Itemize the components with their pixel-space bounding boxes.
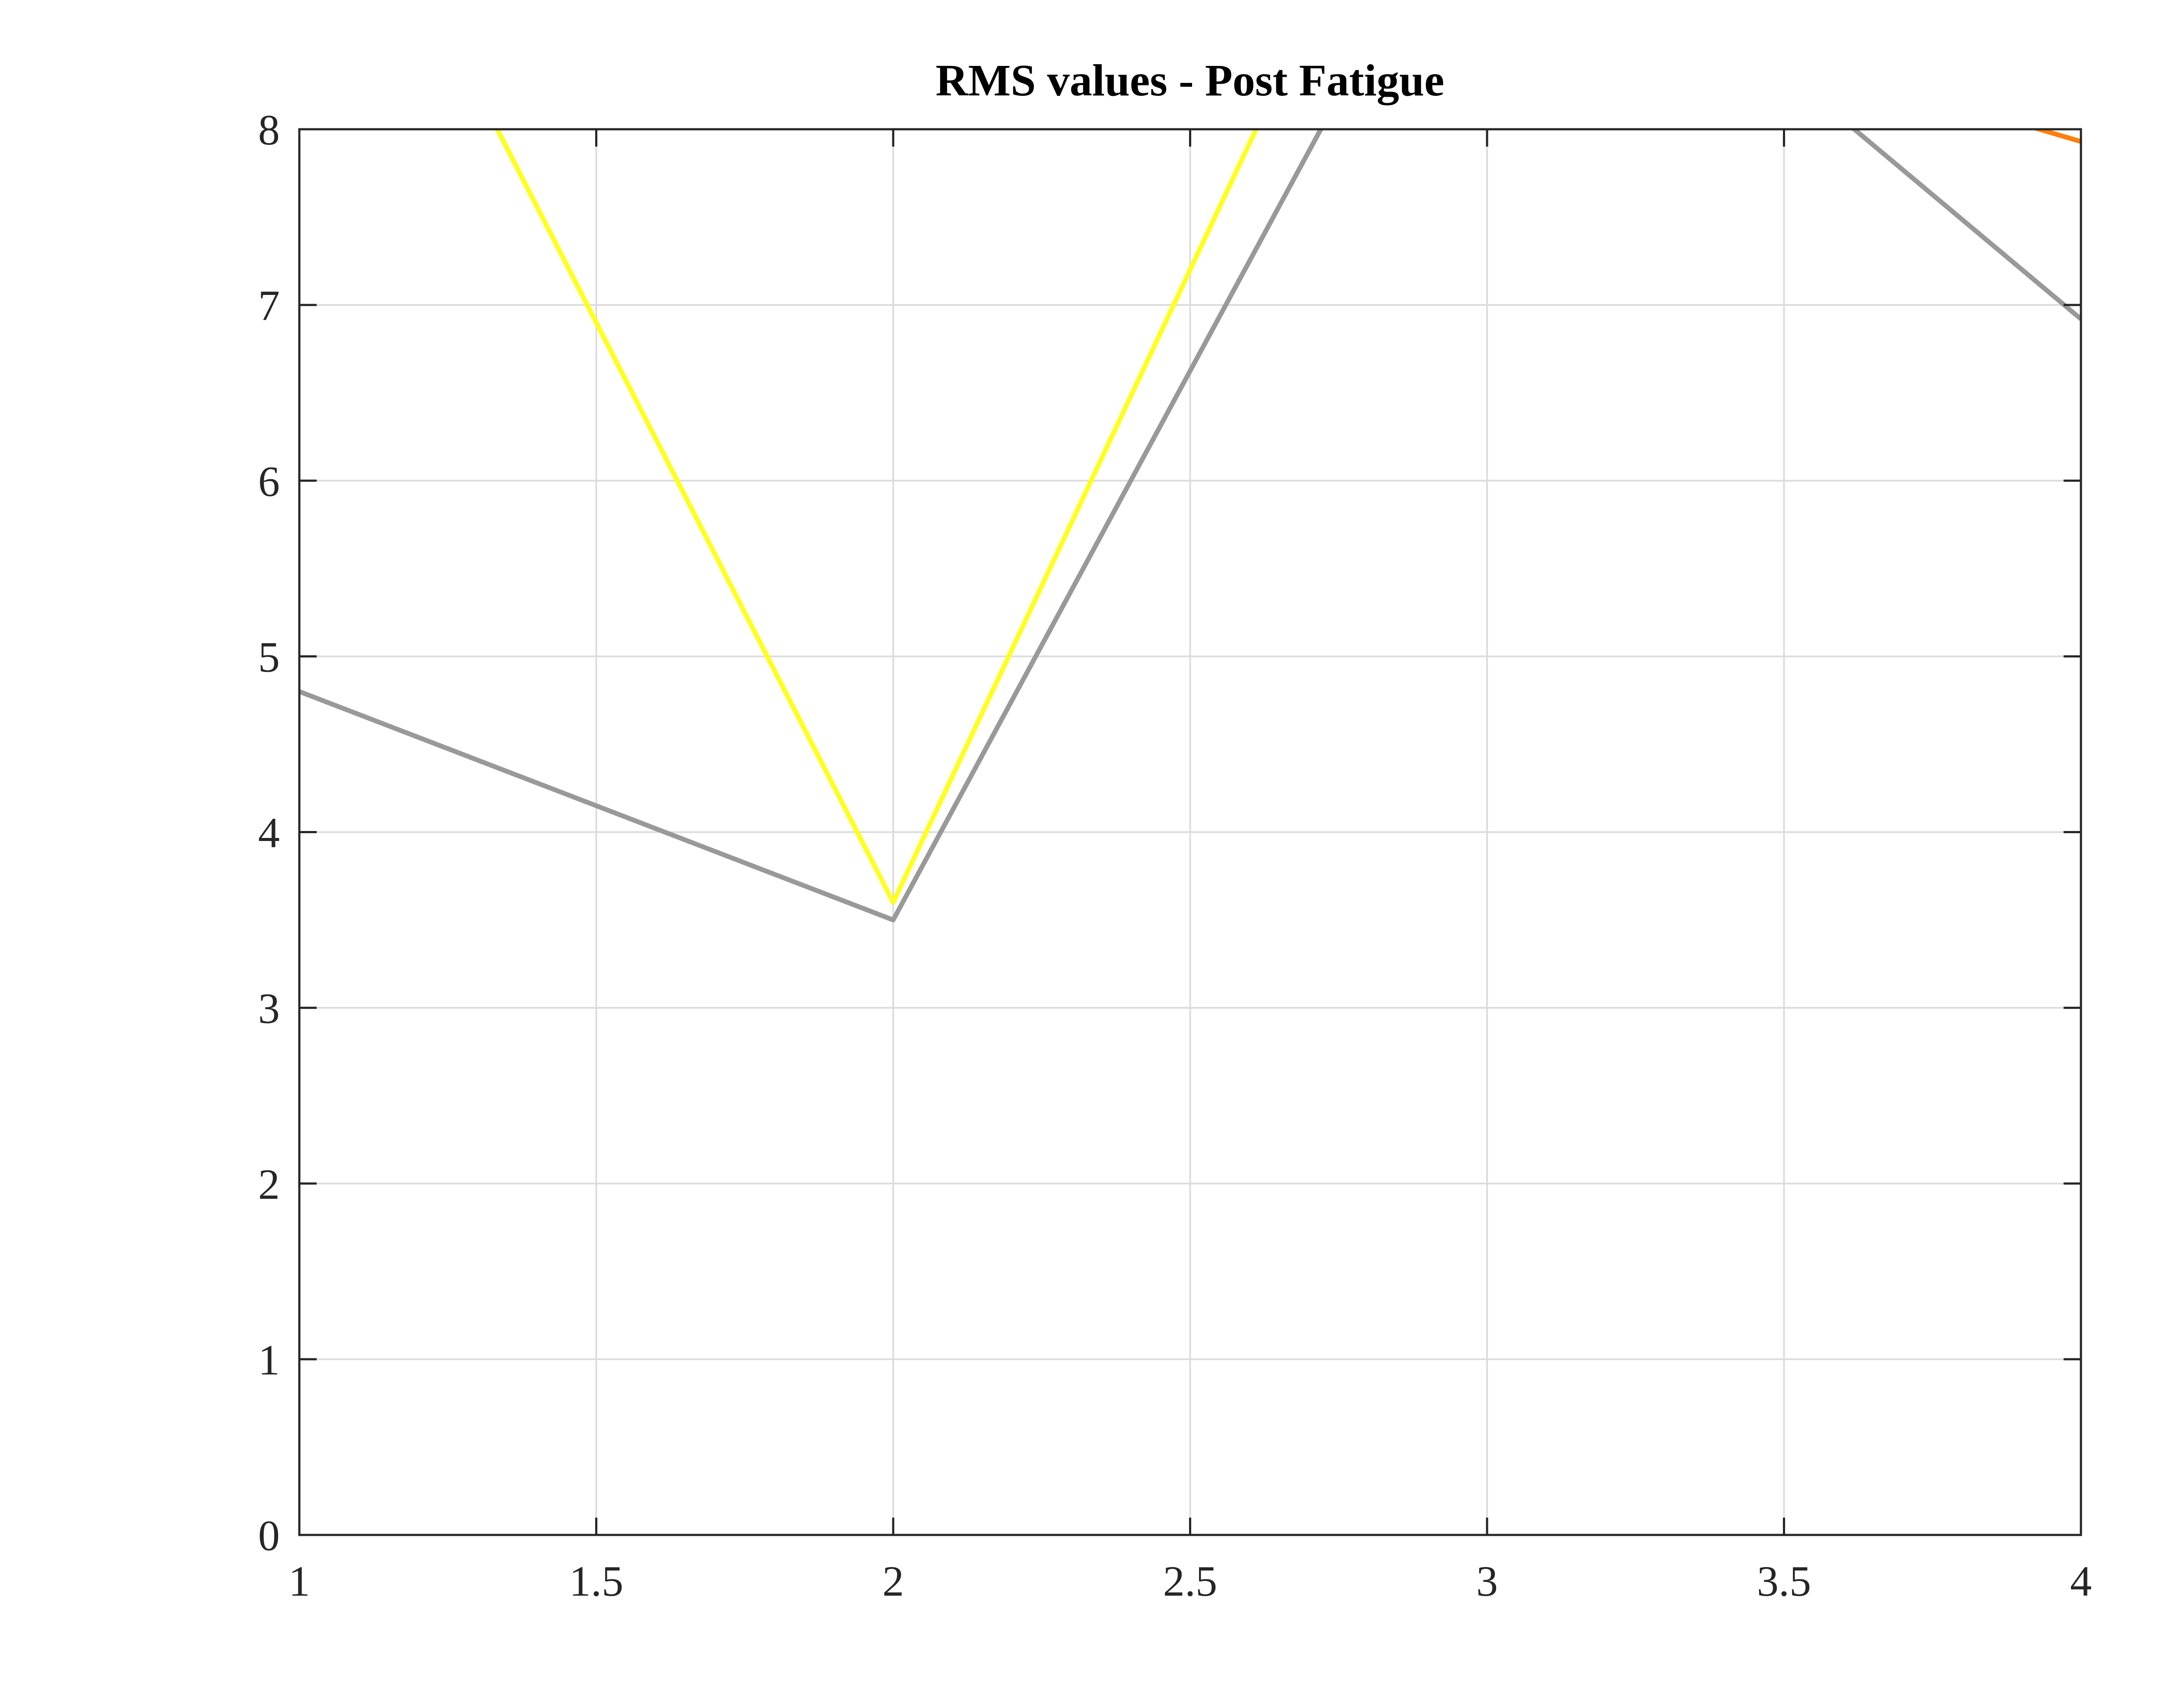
y-tick-label: 6: [258, 457, 280, 505]
y-tick-label: 4: [258, 809, 280, 857]
chart-title: RMS values - Post Fatigue: [936, 56, 1445, 105]
x-tick-label: 1.5: [569, 1557, 623, 1605]
x-tick-label: 3.5: [1757, 1557, 1811, 1605]
x-tick-label: 2.5: [1163, 1557, 1217, 1605]
line: [299, 129, 2081, 923]
x-tick-label: 2: [882, 1557, 904, 1605]
line: [495, 129, 1259, 905]
y-tick-label: 5: [258, 633, 280, 681]
y-tick-label: 7: [258, 281, 280, 330]
y-tick-label: 3: [258, 985, 280, 1033]
x-tick-label: 3: [1476, 1557, 1498, 1605]
y-tick-label: 8: [258, 106, 280, 154]
x-tick-label: 4: [2070, 1557, 2092, 1605]
y-tick-label: 1: [258, 1336, 280, 1384]
lines: [299, 129, 2081, 923]
y-tick-label: 0: [258, 1512, 280, 1560]
y-tick-label: 2: [258, 1160, 280, 1208]
x-tick-label: 1: [288, 1557, 310, 1605]
